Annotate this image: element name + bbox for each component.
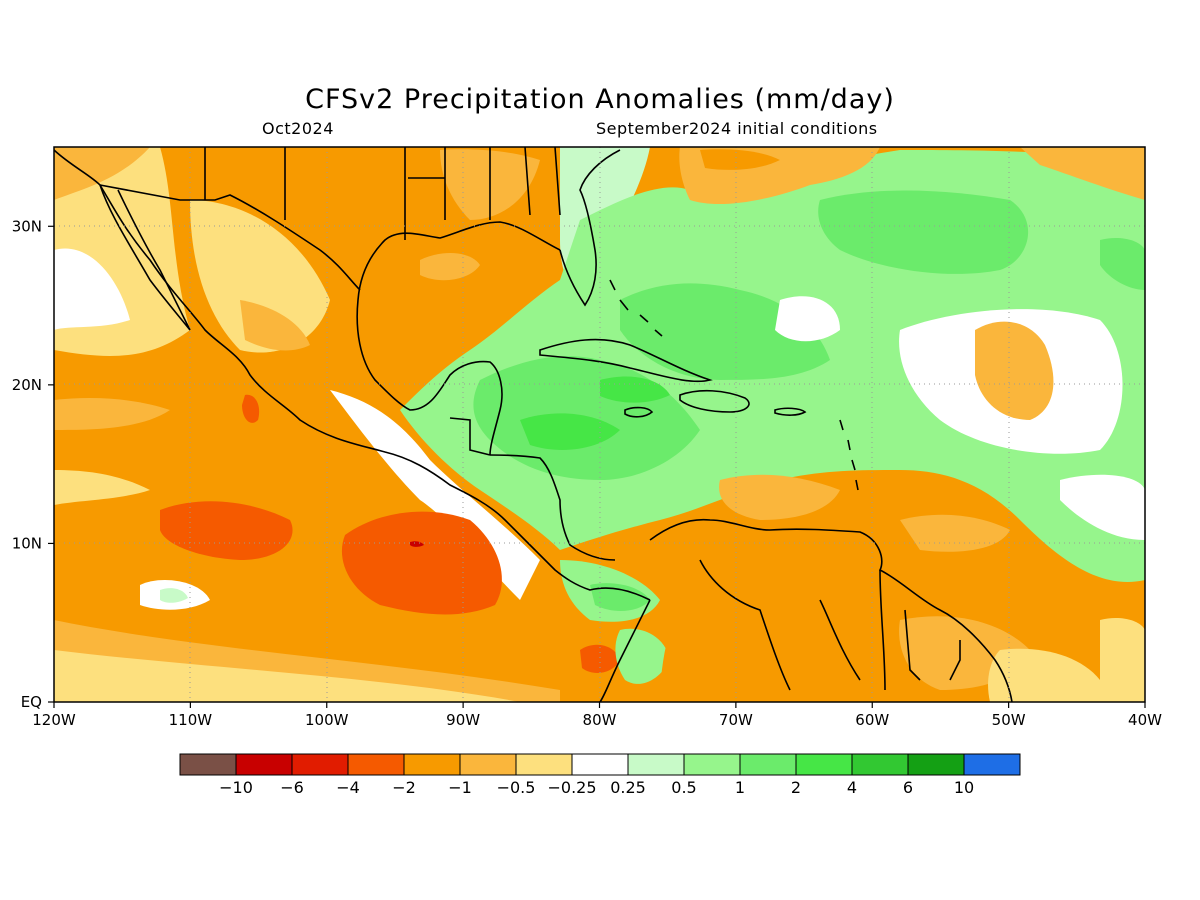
colorbar-swatch [515, 753, 573, 776]
lon-tick-label: 60W [855, 711, 889, 729]
anomaly-region [242, 394, 260, 423]
coastline-central-america [489, 454, 616, 561]
anomaly-region [988, 648, 1100, 702]
colorbar-swatch [963, 753, 1021, 776]
lon-tick-label: 90W [446, 711, 480, 729]
lon-tick-label: 110W [169, 711, 213, 729]
colorbar-swatch [459, 753, 517, 776]
colorbar-label: −2 [392, 778, 416, 797]
colorbar-swatch [571, 753, 629, 776]
lon-tick-label: 70W [719, 711, 753, 729]
page-title: CFSv2 Precipitation Anomalies (mm/day) [305, 84, 895, 115]
coastline-puerto-rico [774, 407, 807, 416]
colorbar-swatch [627, 753, 685, 776]
colorbar-swatch [795, 753, 853, 776]
border-us-mexico [99, 184, 361, 291]
anomaly-region [590, 583, 650, 612]
colorbar-swatch [347, 753, 405, 776]
lat-tick-label: 30N [12, 217, 42, 235]
anomaly-region [54, 248, 130, 330]
anomaly-region [410, 541, 424, 547]
anomaly-region [818, 190, 1029, 274]
anomaly-region [1060, 474, 1145, 540]
lon-tick-label: 100W [305, 711, 349, 729]
anomaly-region [160, 501, 293, 560]
grid-lines [54, 147, 1145, 702]
anomaly-region [160, 588, 188, 603]
anomaly-region [600, 376, 670, 403]
colorbar: −10 −6 −4 −2 −1 −0.5 −0.25 0.25 0.5 1 2 4 6 10 [179, 753, 1021, 797]
border-us-states [204, 147, 561, 240]
valid-month-label: Oct2024 [262, 119, 334, 138]
colorbar-label: −0.25 [547, 778, 596, 797]
colorbar-label: 2 [791, 778, 801, 797]
anomaly-region [190, 200, 330, 353]
lon-tick-label: 120W [32, 711, 76, 729]
colorbar-swatch [291, 753, 349, 776]
lat-tick-label: 20N [12, 376, 42, 394]
colorbar-label: −0.5 [497, 778, 536, 797]
colorbar-swatch [739, 753, 797, 776]
coastline-jamaica [624, 406, 654, 418]
colorbar-label: 6 [903, 778, 913, 797]
border-south-america [699, 559, 961, 691]
colorbar-swatch [907, 753, 965, 776]
colorbar-label: −10 [219, 778, 253, 797]
coastline-pacific [54, 149, 651, 601]
initial-conditions-label: September2024 initial conditions [596, 119, 878, 138]
colorbar-swatch [179, 753, 237, 776]
anomaly-region [240, 300, 310, 351]
anomaly-region [580, 644, 620, 673]
colorbar-swatch [851, 753, 909, 776]
colorbar-swatch [683, 753, 741, 776]
lon-tick-label: 50W [992, 711, 1026, 729]
anomaly-region [1100, 618, 1145, 702]
coastline-baja [99, 184, 191, 331]
anomaly-region [700, 149, 780, 170]
colorbar-swatch [235, 753, 293, 776]
colorbar-label: 10 [954, 778, 974, 797]
coastlines [54, 147, 1013, 702]
colorbar-swatch [403, 753, 461, 776]
border-yucatan [449, 417, 491, 456]
lon-tick-label: 40W [1128, 711, 1162, 729]
lon-tick-label: 80W [583, 711, 617, 729]
colorbar-label: −4 [336, 778, 360, 797]
coastline-cuba [539, 338, 713, 383]
anomaly-region [1100, 238, 1145, 290]
anomaly-region [719, 474, 840, 520]
anomaly-region [620, 283, 830, 380]
colorbar-label: 4 [847, 778, 857, 797]
coastline-hispaniola [679, 389, 750, 413]
colorbar-label: 0.5 [671, 778, 696, 797]
anomaly-region [341, 511, 502, 615]
anomaly-region [420, 253, 480, 281]
anomaly-region [975, 321, 1054, 420]
lat-tick-label: 10N [12, 534, 42, 552]
anomaly-region [900, 514, 1010, 552]
anomaly-region [54, 398, 170, 430]
colorbar-label: −6 [280, 778, 304, 797]
anomaly-field [54, 147, 1145, 702]
coastline-antilles [839, 419, 859, 491]
coastline-gulf [356, 221, 561, 456]
coastline-south-america [649, 518, 1013, 702]
colorbar-label: 1 [735, 778, 745, 797]
colorbar-label: 0.25 [610, 778, 646, 797]
colorbar-label: −1 [448, 778, 472, 797]
lon-axis: 120W 110W 100W 90W 80W 70W 60W 50W 40W [32, 702, 1162, 729]
coastline-bahamas [609, 279, 663, 337]
anomaly-region [520, 413, 620, 450]
anomaly-region [54, 147, 150, 200]
coastline-florida [559, 149, 621, 307]
coastline-colombia [599, 599, 651, 702]
anomaly-region [775, 296, 840, 342]
lat-tick-label: EQ [21, 693, 42, 711]
anomaly-region [54, 470, 150, 505]
anomaly-region [54, 650, 520, 702]
anomaly-region [1020, 147, 1145, 200]
lat-axis: EQ 10N 20N 30N [12, 217, 54, 711]
